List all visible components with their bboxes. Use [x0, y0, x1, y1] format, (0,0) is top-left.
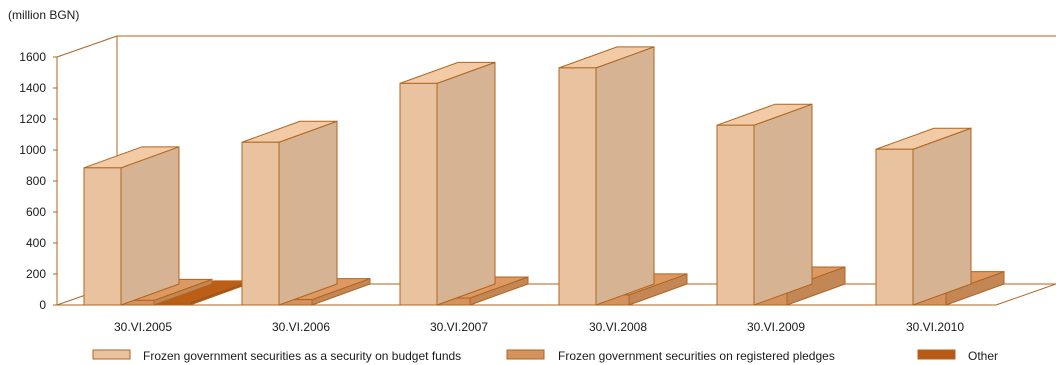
bar-1-1-side	[120, 146, 180, 306]
legend-label-3: Other	[968, 349, 998, 363]
x-axis-labels: 30.VI.2005 30.VI.2006 30.VI.2007 30.VI.2008…	[114, 320, 964, 334]
bar-1-5-side	[753, 103, 813, 306]
x-category-label: 30.VI.2006	[272, 320, 330, 334]
legend: Frozen government securities as a securi…	[92, 349, 998, 363]
bar-3-1	[155, 280, 249, 306]
y-tick-label: 400	[26, 236, 46, 250]
bar-1-3-front	[399, 82, 438, 306]
bar-1-4	[558, 46, 655, 306]
legend-label-2: Frozen government securities on register…	[558, 349, 835, 363]
bar-1-1-front	[83, 167, 122, 306]
legend-label-1: Frozen government securities as a securi…	[143, 349, 461, 363]
y-tick-label: 1600	[19, 50, 46, 64]
y-tick-label: 1400	[19, 81, 46, 95]
bar-1-2-front	[241, 141, 280, 306]
y-axis: 0 200 400 600 800 1000 1200 1400 1600	[19, 50, 58, 312]
y-axis-unit-label: (million BGN)	[8, 8, 80, 22]
y-tick-label: 1000	[19, 143, 46, 157]
bar-1-4-front	[558, 67, 597, 306]
x-category-label: 30.VI.2007	[430, 320, 488, 334]
y-tick-label: 1200	[19, 112, 46, 126]
bar-1-3	[399, 61, 496, 306]
y-tick-label: 600	[26, 205, 46, 219]
y-tick-label: 800	[26, 174, 46, 188]
y-tick-label: 0	[39, 298, 46, 312]
bar-1-4-side	[595, 46, 655, 306]
legend-swatch-1	[92, 349, 131, 360]
bar-1-2	[241, 120, 338, 306]
bar-1-3-side	[436, 61, 496, 306]
bar-1-6	[875, 127, 972, 306]
legend-swatch-2	[506, 349, 545, 360]
bar-1-5	[716, 103, 813, 306]
bar-1-1	[83, 146, 180, 306]
wall-top-edge	[56, 35, 118, 58]
bars	[83, 46, 1005, 306]
bar-1-5-front	[716, 124, 755, 306]
bar-1-6-side	[912, 127, 972, 306]
x-category-label: 30.VI.2005	[114, 320, 172, 334]
x-category-label: 30.VI.2008	[589, 320, 647, 334]
bar-1-2-side	[278, 120, 338, 306]
y-tick-label: 200	[26, 267, 46, 281]
legend-swatch-3	[917, 349, 956, 360]
x-category-label: 30.VI.2009	[747, 320, 805, 334]
bar-1-6-front	[875, 148, 914, 306]
x-category-label: 30.VI.2010	[906, 320, 964, 334]
